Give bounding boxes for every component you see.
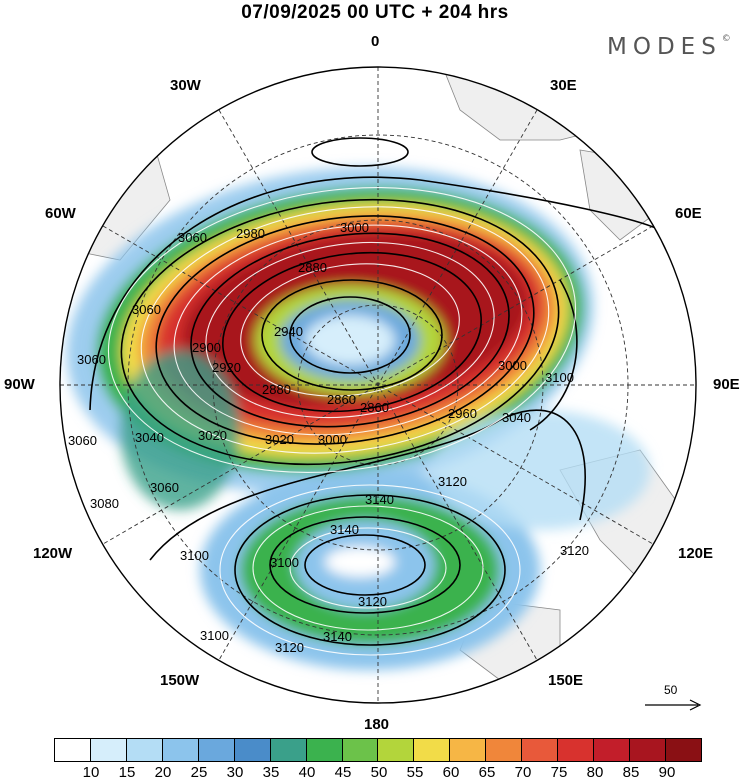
colorbar-swatch bbox=[630, 739, 666, 761]
colorbar-swatch bbox=[234, 739, 271, 761]
colorbar-tick-label: 60 bbox=[442, 764, 460, 781]
contour-label: 3060 bbox=[178, 230, 207, 245]
colorbar-swatch bbox=[90, 739, 127, 761]
colorbar-swatch bbox=[522, 739, 559, 761]
colorbar-swatch bbox=[126, 739, 163, 761]
contour-label: 3120 bbox=[438, 474, 467, 489]
colorbar-swatch bbox=[665, 739, 701, 761]
colorbar-swatch bbox=[306, 739, 343, 761]
contour-label: 3080 bbox=[90, 496, 119, 511]
colorbar-tick-label: 90 bbox=[658, 764, 676, 781]
map-boundary bbox=[59, 66, 697, 704]
modes-logo: MODES© bbox=[607, 34, 731, 60]
contour-label: 3120 bbox=[275, 640, 304, 655]
colorbar-tick-label: 80 bbox=[586, 764, 604, 781]
colorbar-tick-label: 40 bbox=[298, 764, 316, 781]
lon-label-left-upper: 60W bbox=[45, 205, 76, 222]
contour-label: 2860 bbox=[360, 400, 389, 415]
contour-label: 3060 bbox=[77, 352, 106, 367]
contour-label: 2880 bbox=[262, 382, 291, 397]
colorbar-tick-label: 15 bbox=[118, 764, 136, 781]
chart-title: 07/09/2025 00 UTC + 204 hrs bbox=[241, 2, 509, 23]
contour-label: 3120 bbox=[560, 543, 589, 558]
contour-label: 3020 bbox=[198, 428, 227, 443]
contour-label: 2860 bbox=[327, 392, 356, 407]
contour-label: 2940 bbox=[274, 324, 303, 339]
colorbar-tick-label: 20 bbox=[154, 764, 172, 781]
contour-label: 2880 bbox=[298, 260, 327, 275]
wind-streamlines bbox=[107, 187, 577, 656]
contour-label: 2980 bbox=[236, 226, 265, 241]
contour-label: 3140 bbox=[365, 492, 394, 507]
lon-label-right-lower: 120E bbox=[678, 545, 714, 562]
colorbar-tick-label: 85 bbox=[622, 764, 640, 781]
contour-label: 3020 bbox=[265, 432, 294, 447]
lon-label-right-bottom: 150E bbox=[548, 672, 584, 689]
contour-label-group: 3060 2980 3000 2880 2860 3060 2900 2940 … bbox=[68, 220, 589, 655]
lon-label-left: 90W bbox=[4, 376, 35, 393]
contour-label: 3060 bbox=[132, 302, 161, 317]
colorbar bbox=[54, 738, 702, 762]
reference-vector bbox=[645, 699, 702, 711]
lon-label-right-upper: 60E bbox=[675, 205, 702, 222]
contour-label: 2920 bbox=[212, 360, 241, 375]
colorbar-tick-label: 30 bbox=[226, 764, 244, 781]
colorbar-swatch bbox=[558, 739, 595, 761]
contour-label: 3100 bbox=[545, 370, 574, 385]
graticule bbox=[60, 67, 696, 703]
contour-label: 3060 bbox=[68, 433, 97, 448]
contour-label: 3140 bbox=[330, 522, 359, 537]
colorbar-swatch bbox=[378, 739, 415, 761]
contour-label: 3100 bbox=[200, 628, 229, 643]
colorbar-tick-label: 70 bbox=[514, 764, 532, 781]
wind-speed-shading bbox=[66, 167, 650, 670]
lon-label-right: 90E bbox=[713, 376, 740, 393]
colorbar-tick-label: 10 bbox=[82, 764, 100, 781]
contour-label: 3100 bbox=[270, 555, 299, 570]
reference-vector-label: 50 bbox=[664, 683, 678, 697]
colorbar-tick-label: 55 bbox=[406, 764, 424, 781]
height-contours bbox=[89, 137, 661, 646]
contour-label: 3000 bbox=[318, 432, 347, 447]
colorbar-swatch bbox=[342, 739, 379, 761]
colorbar-tick-label: 45 bbox=[334, 764, 352, 781]
colorbar-tick-label: 50 bbox=[370, 764, 388, 781]
contour-label: 3040 bbox=[502, 410, 531, 425]
contour-label: 3000 bbox=[498, 358, 527, 373]
contour-label: 3040 bbox=[135, 430, 164, 445]
contour-label: 3120 bbox=[358, 594, 387, 609]
lon-label-left-lower: 120W bbox=[33, 545, 73, 562]
colorbar-tick-label: 65 bbox=[478, 764, 496, 781]
contour-label: 2900 bbox=[192, 340, 221, 355]
contour-label: 3060 bbox=[150, 480, 179, 495]
colorbar-tick-label: 75 bbox=[550, 764, 568, 781]
colorbar-swatch bbox=[594, 739, 630, 761]
colorbar-swatch bbox=[270, 739, 307, 761]
lon-label-top: 0 bbox=[371, 33, 380, 50]
lon-label-left-bottom: 150W bbox=[160, 672, 200, 689]
colorbar-tick-label: 35 bbox=[262, 764, 280, 781]
colorbar-swatch bbox=[414, 739, 451, 761]
contour-label: 3140 bbox=[323, 629, 352, 644]
colorbar-swatch bbox=[55, 739, 91, 761]
colorbar-swatch bbox=[486, 739, 523, 761]
lon-label-left-top: 30W bbox=[170, 77, 201, 94]
contour-label: 2960 bbox=[448, 406, 477, 421]
lon-label-bottom: 180 bbox=[364, 716, 390, 733]
contour-label: 3100 bbox=[180, 548, 209, 563]
colorbar-swatch bbox=[162, 739, 199, 761]
colorbar-swatch bbox=[450, 739, 487, 761]
contour-label: 3000 bbox=[340, 220, 369, 235]
lon-label-right-top: 30E bbox=[550, 77, 577, 94]
colorbar-tick-label: 25 bbox=[190, 764, 208, 781]
colorbar-swatch bbox=[198, 739, 235, 761]
